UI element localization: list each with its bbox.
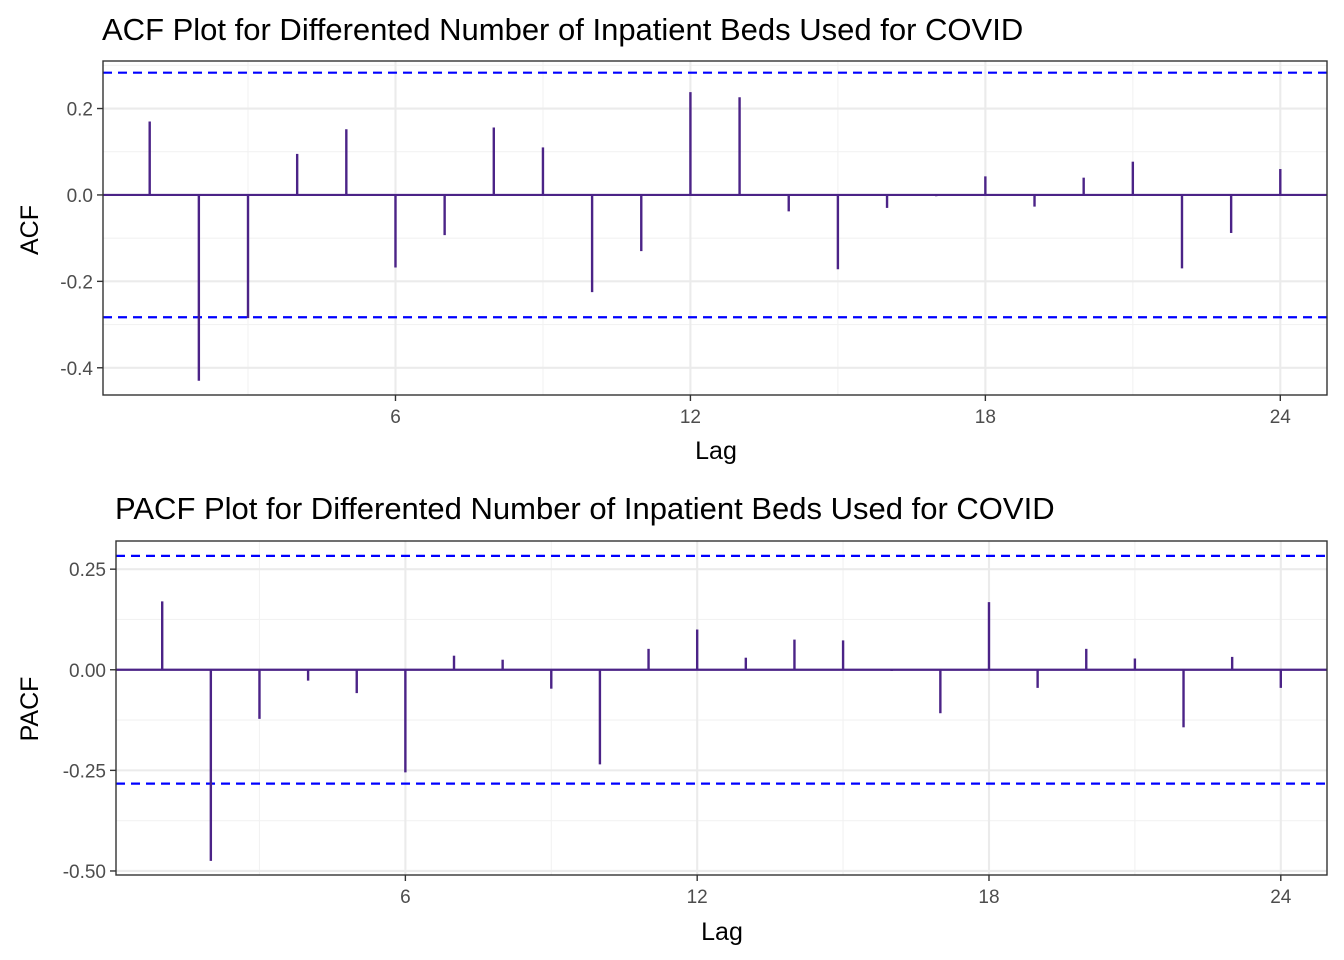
x-tick-label: 12 (687, 887, 708, 908)
y-axis-title: ACF (16, 205, 44, 255)
gridlines (116, 541, 1327, 875)
x-axis-title: Lag (695, 437, 737, 465)
y-tick-label: 0.00 (69, 661, 106, 682)
panel-border (102, 60, 1328, 396)
gridlines (103, 61, 1327, 395)
y-tick-label: -0.25 (63, 761, 106, 782)
x-tick-label: 12 (680, 407, 701, 428)
x-tick-label: 6 (390, 407, 401, 428)
y-tick-label: 0.0 (67, 186, 93, 207)
x-tick-label: 18 (978, 887, 999, 908)
x-tick-label: 24 (1270, 887, 1292, 908)
chart-title: ACF Plot for Differented Number of Inpat… (102, 12, 1023, 47)
x-tick-label: 6 (400, 887, 411, 908)
chart-title: PACF Plot for Differented Number of Inpa… (115, 491, 1055, 526)
y-tick-label: -0.4 (60, 359, 93, 380)
acf-chart: ACF Plot for Differented Number of Inpat… (16, 12, 1328, 465)
x-tick-label: 18 (975, 407, 996, 428)
y-tick-label: -0.2 (60, 272, 93, 293)
y-tick-label: 0.25 (69, 560, 106, 581)
panel-border (115, 540, 1328, 876)
pacf-chart: PACF Plot for Differented Number of Inpa… (16, 491, 1328, 946)
y-tick-label: -0.50 (63, 862, 106, 883)
y-tick-label: 0.2 (67, 100, 93, 121)
y-axis-title: PACF (16, 677, 44, 742)
x-tick-label: 24 (1270, 407, 1292, 428)
x-axis-title: Lag (701, 918, 743, 946)
